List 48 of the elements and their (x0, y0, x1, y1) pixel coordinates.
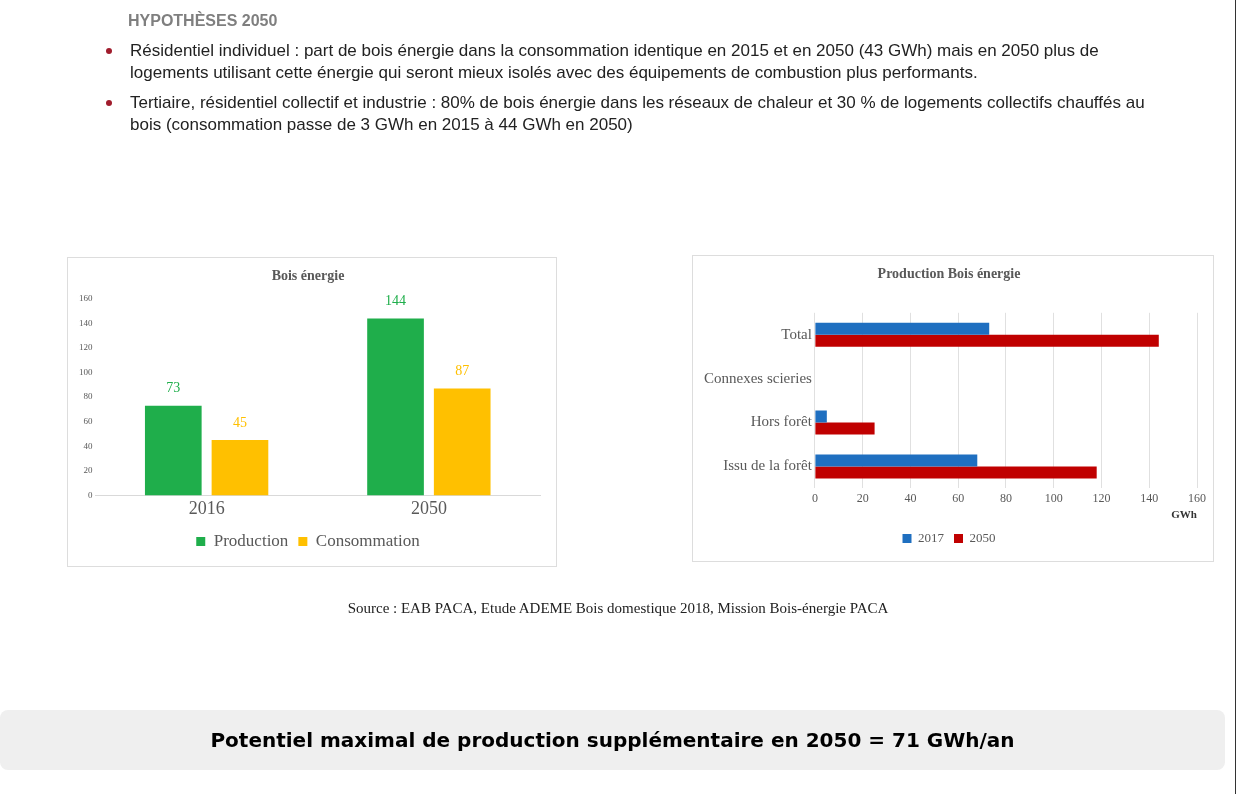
bar (144, 405, 202, 496)
x-tick-label: 140 (1140, 490, 1159, 505)
source-note: Source : EAB PACA, Etude ADEME Bois domestique 2018, Mission Bois-énergie PACA (346, 600, 890, 617)
y-tick-label: 20 (83, 465, 93, 476)
x-tick-label: 2016 (188, 497, 225, 518)
text: Potentiel maximal de production supplémentaire en 2050 = 71 GWh/an (0, 710, 1225, 770)
y-tick-label: Hors forêt (750, 413, 813, 430)
x-tick-label: 40 (904, 490, 917, 505)
legend-label: Consommation (315, 530, 421, 550)
bar (815, 410, 827, 423)
y-tick-label: 140 (79, 317, 93, 328)
legend-label: 2050 (969, 529, 996, 545)
bar (433, 388, 491, 496)
y-tick-label: 60 (83, 416, 93, 427)
bar (815, 334, 1159, 347)
bar (815, 466, 1097, 479)
data-label: 73 (166, 380, 181, 396)
data-label: 144 (385, 293, 407, 309)
x-tick-label: 2050 (410, 497, 447, 518)
x-axis-title: GWh (1171, 508, 1197, 521)
bar (815, 322, 990, 335)
bar (815, 454, 978, 467)
x-tick-label: 120 (1092, 490, 1111, 505)
data-label: 87 (455, 363, 470, 379)
y-tick-label: 40 (83, 440, 93, 451)
y-tick-label: 120 (79, 342, 93, 353)
x-tick-label: 160 (1188, 490, 1206, 505)
x-tick-label: 100 (1044, 490, 1063, 505)
chart-title: Production Bois énergie (877, 266, 1021, 282)
y-tick-label: 100 (79, 366, 93, 377)
bar (367, 318, 424, 496)
chart-title: Bois énergie (271, 268, 345, 284)
x-tick-label: 60 (952, 490, 965, 505)
bar (211, 440, 269, 496)
bar (815, 422, 875, 435)
legend-label: Production (213, 530, 289, 550)
y-tick-label: 80 (83, 391, 93, 402)
x-tick-label: 80 (999, 490, 1012, 505)
y-tick-label: Total (781, 325, 812, 342)
y-tick-label: Issu de la forêt (723, 457, 813, 474)
text: Résidentiel individuel : part de bois énergie dans la consommation identique en 2015 et en 2050 (43 GWh) mais en 2050 plus de logements utilisant cette énergie qui seront mieux isolés avec des équipements de combustion plus performants. (130, 40, 1100, 84)
text: HYPOTHÈSES 2050 (128, 12, 279, 30)
y-tick-label: 160 (79, 293, 93, 304)
y-tick-label: Connexes scieries (704, 369, 813, 386)
text: Tertiaire, résidentiel collectif et industrie : 80% de bois énergie dans les réseaux de chaleur et 30 % de logements collectifs chauffés au bois (consommation passe de 3 GWh en 2015 à 44 GWh en 2050) (130, 92, 1146, 136)
data-label: 45 (232, 414, 247, 430)
legend-label: 2017 (918, 529, 945, 545)
x-tick-label: 20 (856, 490, 869, 505)
